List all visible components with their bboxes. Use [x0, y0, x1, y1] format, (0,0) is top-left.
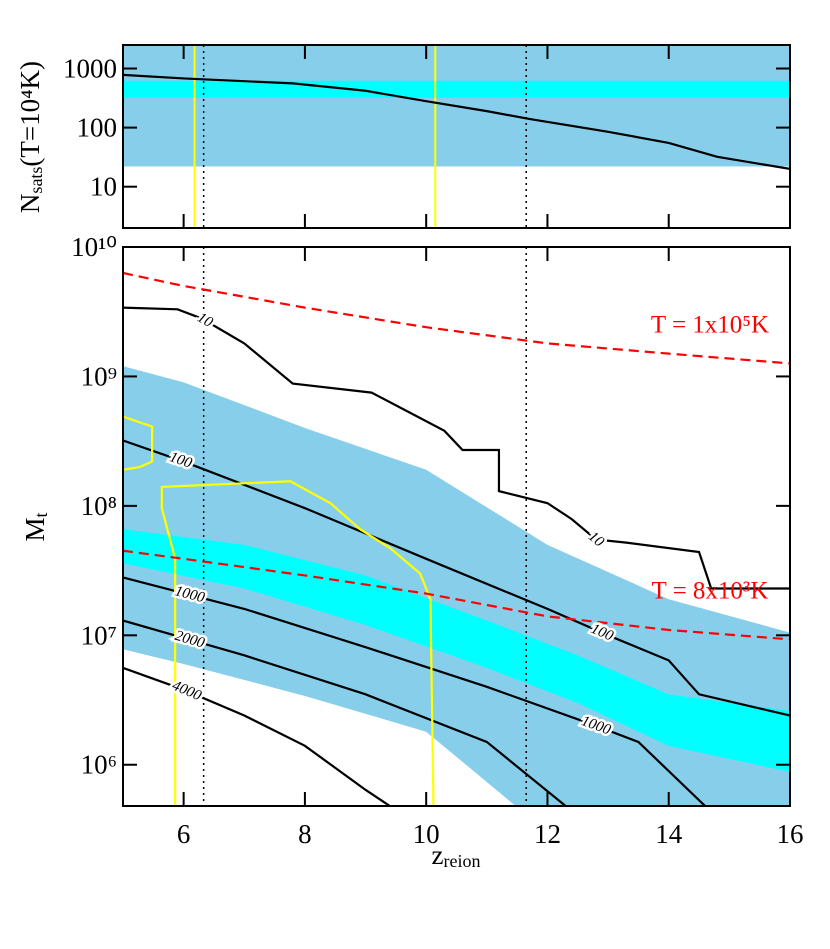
y-tick-label: 10⁹ — [81, 361, 117, 391]
annotation: T = 1x10⁵K — [651, 312, 769, 339]
band — [123, 80, 790, 98]
line — [160, 480, 435, 806]
area — [123, 529, 790, 772]
y-tick-label: 100 — [77, 113, 118, 143]
line — [123, 271, 790, 365]
line — [123, 306, 790, 590]
y-tick-label: 10⁶ — [81, 750, 117, 780]
line — [123, 549, 790, 641]
y-axis-label: Nsats(T=10⁴K) — [15, 61, 46, 213]
y-tick-label: 10¹⁰ — [71, 232, 117, 262]
y-tick-label: 10⁷ — [81, 620, 117, 650]
x-tick-label: 6 — [177, 819, 191, 849]
plot-area — [123, 45, 790, 228]
line — [123, 576, 706, 806]
frame — [122, 44, 791, 229]
x-label-sub: reion — [444, 851, 481, 871]
line — [123, 73, 790, 170]
y-tick-label: 10⁸ — [81, 491, 117, 521]
y-axis-label: Mt — [20, 512, 51, 541]
x-axis-label: zreion — [432, 840, 481, 871]
plot-area — [123, 247, 790, 806]
frame — [122, 246, 791, 807]
line — [123, 619, 567, 806]
x-tick-label: 14 — [655, 819, 683, 849]
y-label-rest: (T=10⁴K) — [15, 61, 45, 167]
y-label-base: M — [20, 518, 50, 542]
line — [123, 415, 154, 471]
y-label-sub: t — [31, 512, 51, 517]
y-tick-label: 10 — [90, 172, 117, 202]
x-label-base: z — [432, 840, 444, 870]
x-tick-label: 16 — [777, 819, 804, 849]
annotation: T = 8x10³K — [652, 578, 769, 605]
line — [123, 666, 391, 806]
x-tick-label: 10 — [413, 819, 440, 849]
line — [123, 439, 790, 717]
y-label-base: N — [15, 194, 45, 214]
x-tick-label: 12 — [534, 819, 561, 849]
y-label-sub: sats — [26, 167, 46, 194]
contour-label: 10 — [194, 310, 215, 332]
y-tick-label: 1000 — [63, 54, 117, 84]
x-tick-label: 8 — [298, 819, 312, 849]
